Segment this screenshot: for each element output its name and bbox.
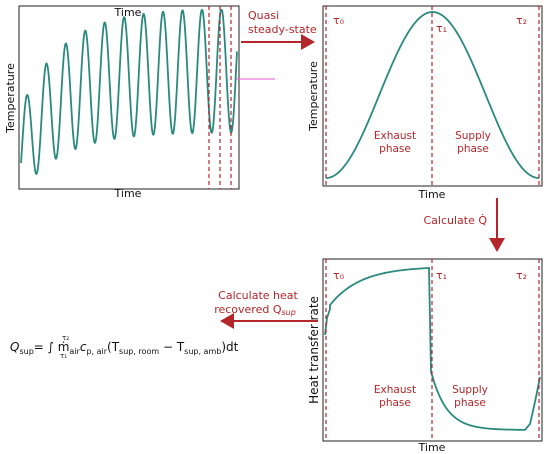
heat-recovered-equation: Qsup= ∫ ṁaircp, air(Tsup, room − Tsup, a… [10, 334, 239, 360]
recovered-label-line1: Calculate heat [218, 289, 298, 302]
rt-exhaust-line1: Exhaust [374, 130, 416, 142]
eq-tail: )dt [221, 340, 238, 354]
rb-supply-line2: phase [454, 397, 486, 409]
right-bottom-heat-curve [324, 267, 541, 431]
rt-supply-line1: Supply [455, 130, 491, 142]
left-xlabel: Time [114, 6, 142, 19]
calculate-recovered-arrow-group: Calculate heat recovered Qsup [214, 289, 318, 329]
eq-t1-sub: sup, room [119, 347, 159, 356]
rb-tau1-label: τ₁ [436, 269, 447, 282]
rt-exhaust-line2: phase [379, 143, 411, 155]
eq-lhs: Q [10, 340, 19, 354]
rt-supply-line2: phase [457, 143, 489, 155]
recovered-label-sub: sup [281, 308, 295, 317]
quasi-label-line2: steady-state [248, 23, 317, 36]
eq-mdot-sub: air [69, 347, 80, 356]
right-top-temperature-curve [325, 11, 540, 179]
left-temperature-panel: Time Time Temperature [4, 5, 275, 200]
rb-tau2-label: τ₂ [516, 269, 527, 282]
eq-t2-sub: sup, amb [184, 347, 221, 356]
left-ylabel: Temperature [4, 63, 17, 134]
left-xlabel-bottom: Time [114, 187, 142, 200]
rb-exhaust-line2: phase [379, 397, 411, 409]
recovered-label-line2: recovered Qsup [214, 303, 296, 317]
recovered-label-main: recovered Q [214, 303, 282, 316]
quasi-steady-state-arrow-group: Quasi steady-state [241, 9, 317, 50]
eq-body: = ∫ ṁ [34, 340, 70, 354]
calculate-q-label: Calculate Q̇ [423, 214, 487, 227]
eq-minus: − T [159, 340, 185, 354]
calculate-q-arrow-group: Calculate Q̇ [423, 198, 505, 252]
right-top-panel-frame [322, 5, 543, 187]
rb-xlabel: Time [418, 441, 446, 454]
rb-tau0-label: τ₀ [333, 269, 345, 282]
rt-xlabel: Time [418, 188, 446, 201]
rb-supply-line1: Supply [452, 384, 488, 396]
rt-ylabel: Temperature [307, 61, 320, 132]
eq-c: c [80, 340, 87, 354]
quasi-label-line1: Quasi [248, 9, 279, 22]
eq-c-sub: p, air [86, 347, 107, 356]
rt-tau1-label: τ₁ [436, 22, 447, 35]
right-top-temperature-panel: τ₀ τ₁ τ₂ Exhaust phase Supply phase Time… [307, 5, 543, 201]
left-panel-frame [18, 5, 240, 190]
eq-paren-open: (T [107, 340, 120, 354]
eq-integral-upper: τ₂ [62, 334, 69, 342]
equation-text: Qsup= ∫ ṁaircp, air(Tsup, room − Tsup, a… [10, 340, 239, 356]
right-bottom-heat-panel: τ₀ τ₁ τ₂ Exhaust phase Supply phase Time… [307, 258, 543, 454]
rb-exhaust-line1: Exhaust [374, 384, 416, 396]
eq-lhs-sub: sup [19, 347, 33, 356]
eq-integral-lower: τ₁ [60, 352, 67, 360]
rb-ylabel: Heat transfer rate [307, 296, 321, 404]
rt-tau2-label: τ₂ [516, 14, 527, 27]
left-temperature-curve [20, 9, 238, 175]
rt-tau0-label: τ₀ [333, 14, 345, 27]
